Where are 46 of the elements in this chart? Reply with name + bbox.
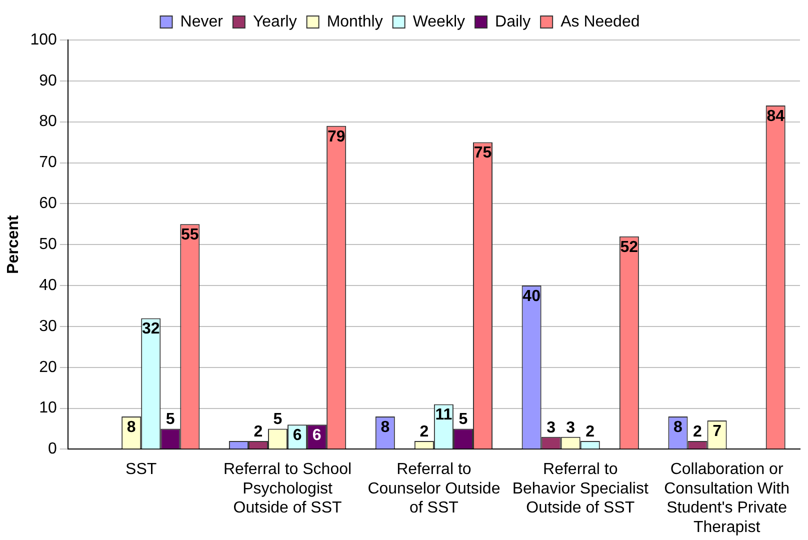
- legend-label: Never: [180, 13, 224, 30]
- y-tick-label: 60: [39, 195, 57, 212]
- data-label: 6: [312, 427, 322, 444]
- data-label: 3: [546, 419, 556, 436]
- data-label: 8: [126, 418, 136, 436]
- data-label: 52: [620, 238, 638, 256]
- y-tick-label: 50: [39, 236, 57, 254]
- data-label: 5: [458, 411, 468, 428]
- legend-label: Monthly: [326, 13, 383, 30]
- data-label: 2: [254, 423, 263, 440]
- y-tick-label: 40: [39, 276, 57, 294]
- y-tick-label: 20: [39, 358, 57, 376]
- data-label: 2: [693, 423, 702, 440]
- legend-label: Daily: [495, 13, 531, 30]
- x-tick-label: Referral to Behavior Specialist Outside of SST: [512, 461, 649, 517]
- y-tick-label: 90: [39, 72, 57, 90]
- legend-label: Weekly: [412, 13, 466, 30]
- x-tick-label: Referral to School Psychologist Outside of SST: [223, 461, 352, 517]
- data-label: 6: [292, 427, 302, 444]
- data-label: 32: [142, 320, 160, 338]
- data-label: 2: [586, 423, 595, 440]
- data-label: 5: [273, 411, 282, 428]
- x-tick-label: SST: [126, 461, 157, 478]
- legend-label: As Needed: [560, 13, 640, 30]
- x-tick-label: Collaboration or Consultation With Student's Private Therapist: [664, 461, 790, 536]
- data-label: 11: [435, 406, 452, 424]
- y-tick-label: 70: [39, 154, 57, 172]
- data-label: 40: [522, 288, 541, 305]
- y-tick-label: 80: [39, 113, 57, 130]
- data-label: 7: [712, 422, 722, 440]
- y-tick-label: 0: [48, 440, 57, 458]
- data-label: 55: [181, 226, 199, 244]
- data-label: 8: [674, 418, 683, 436]
- y-tick-label: 30: [39, 318, 57, 335]
- y-tick-label: 100: [30, 31, 57, 48]
- data-label: 84: [766, 108, 785, 125]
- data-label: 3: [566, 419, 576, 436]
- data-label: 75: [474, 144, 492, 162]
- y-tick-label: 10: [39, 400, 57, 417]
- legend-label: Yearly: [252, 13, 297, 30]
- data-label: 79: [327, 128, 346, 146]
- data-label: 2: [420, 423, 429, 440]
- x-tick-label: Referral to Counselor Outside of SST: [368, 461, 500, 517]
- data-label: 5: [166, 411, 175, 428]
- y-axis-title: Percent: [5, 214, 22, 274]
- data-label: 8: [380, 418, 390, 436]
